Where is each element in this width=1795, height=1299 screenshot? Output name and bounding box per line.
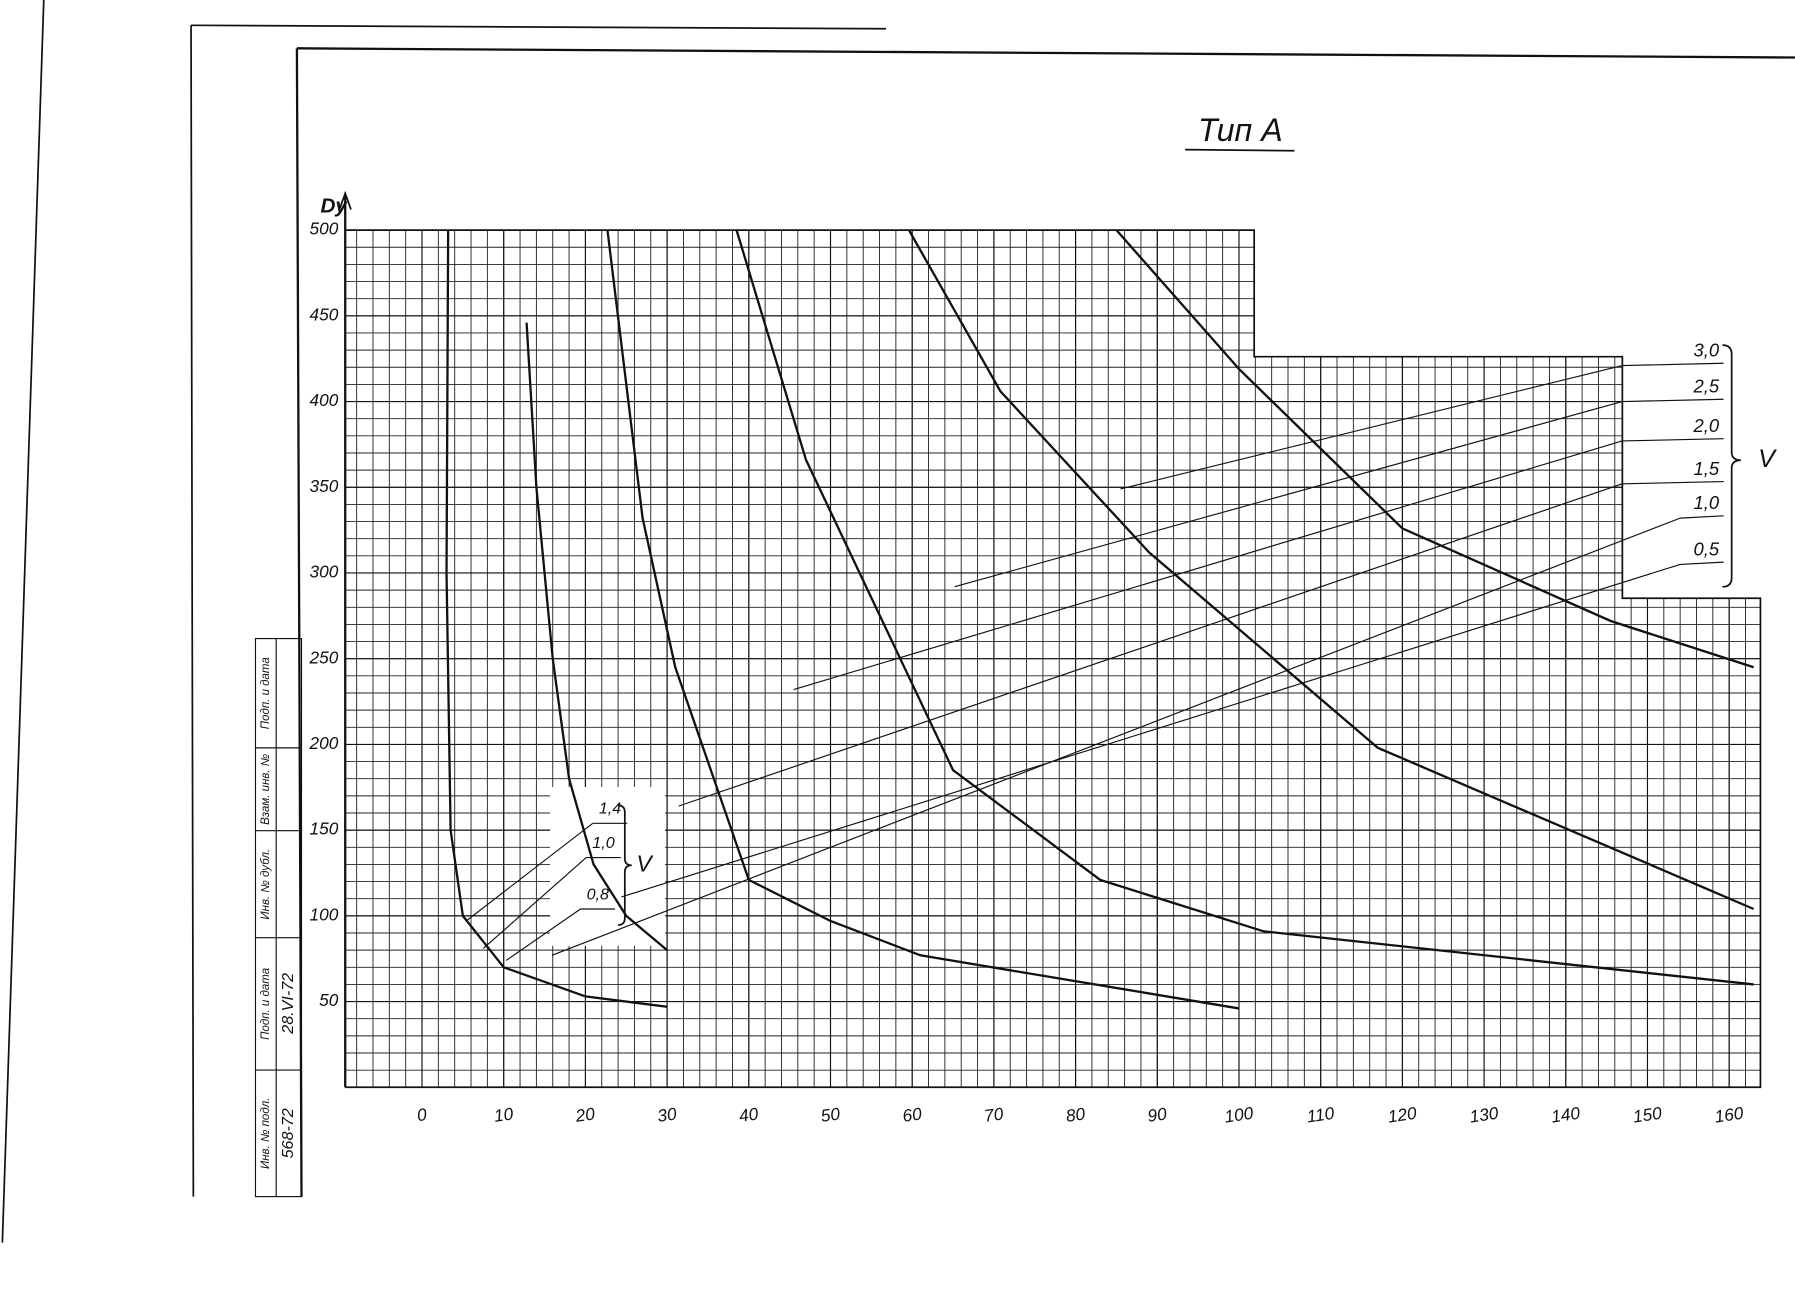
y-tick-label: 150 bbox=[310, 819, 339, 839]
x-tick-label: 40 bbox=[738, 1103, 760, 1126]
curve bbox=[735, 230, 1754, 986]
grid bbox=[345, 230, 1761, 1088]
x-tick-label: 160 bbox=[1713, 1103, 1745, 1127]
leader bbox=[1622, 398, 1724, 403]
x-tick-label: 110 bbox=[1305, 1103, 1335, 1127]
x-tick-label: 90 bbox=[1146, 1103, 1168, 1126]
y-tick-label: 200 bbox=[309, 733, 339, 753]
y-tick-label: 500 bbox=[310, 219, 339, 239]
curve bbox=[678, 483, 1623, 807]
x-tick-label: 20 bbox=[573, 1103, 596, 1126]
grid-outline bbox=[345, 229, 1762, 1089]
curve bbox=[1120, 364, 1623, 490]
curve bbox=[551, 517, 1681, 956]
series-label: 1,0 bbox=[592, 834, 614, 852]
stamp bbox=[254, 637, 303, 1198]
y-axis-label: Dy bbox=[320, 195, 348, 218]
curve bbox=[465, 822, 594, 922]
leader bbox=[1680, 515, 1724, 519]
x-tick-label: 150 bbox=[1632, 1103, 1664, 1127]
stamp-header: Инв. № подл. bbox=[260, 1098, 272, 1169]
group-label: V bbox=[1758, 445, 1777, 473]
stamp-entry: 28.VI-72 bbox=[279, 973, 297, 1035]
y-tick-label: 400 bbox=[310, 390, 339, 410]
series-label: 2,5 bbox=[1693, 376, 1720, 397]
stamp-header: Подп. и дата bbox=[260, 968, 272, 1040]
series-label: 0,8 bbox=[587, 885, 609, 903]
leader bbox=[1622, 438, 1724, 442]
y-tick-label: 450 bbox=[310, 304, 339, 324]
x-tick-label: 100 bbox=[1223, 1103, 1255, 1127]
series-label: 2,0 bbox=[1693, 415, 1720, 436]
x-tick-label: 120 bbox=[1387, 1103, 1419, 1127]
x-tick-label: 10 bbox=[493, 1103, 515, 1126]
sheet-frame bbox=[1, 0, 1795, 1243]
x-tick-label: 0 bbox=[416, 1104, 429, 1125]
leader bbox=[1680, 561, 1724, 565]
stamp-header: Инв. № дубл. bbox=[260, 849, 272, 920]
x-tick-label: 130 bbox=[1468, 1103, 1500, 1127]
curve bbox=[621, 563, 1681, 898]
stamp-entry: 568-72 bbox=[279, 1108, 297, 1158]
curve bbox=[907, 230, 1755, 911]
brace bbox=[1722, 344, 1741, 588]
x-tick-label: 80 bbox=[1065, 1103, 1087, 1126]
x-tick-label: 70 bbox=[983, 1103, 1005, 1126]
leader bbox=[1622, 480, 1724, 485]
curve bbox=[793, 440, 1623, 691]
stamp-header: Взам. инв. № bbox=[260, 753, 272, 825]
y-tick-label: 300 bbox=[310, 562, 339, 582]
group-label: V bbox=[636, 850, 654, 876]
x-tick-label: 60 bbox=[901, 1103, 923, 1126]
brace bbox=[617, 804, 632, 926]
curve bbox=[954, 400, 1623, 588]
series-label: 0,5 bbox=[1694, 538, 1720, 559]
curve bbox=[445, 230, 668, 1008]
series-label: 1,0 bbox=[1694, 492, 1720, 513]
y-tick-label: 350 bbox=[310, 476, 339, 496]
curve bbox=[505, 908, 581, 961]
y-tick-label: 100 bbox=[310, 904, 339, 924]
series-label: 1,4 bbox=[599, 800, 621, 818]
x-tick-label: 140 bbox=[1550, 1103, 1582, 1127]
curve bbox=[525, 322, 668, 952]
y-tick-label: 250 bbox=[309, 647, 339, 667]
chart-title: Тип А bbox=[1198, 112, 1283, 148]
curve bbox=[1115, 230, 1755, 669]
y-tick-label: 50 bbox=[319, 990, 339, 1010]
x-tick-label: 30 bbox=[656, 1103, 678, 1126]
x-tick-label: 50 bbox=[819, 1103, 841, 1126]
series-label: 3,0 bbox=[1694, 340, 1720, 361]
stamp-header: Подп. и дата bbox=[260, 657, 272, 729]
curve bbox=[606, 230, 1240, 1010]
curve bbox=[482, 857, 587, 949]
leader bbox=[1622, 362, 1724, 367]
series-label: 1,5 bbox=[1694, 458, 1720, 479]
